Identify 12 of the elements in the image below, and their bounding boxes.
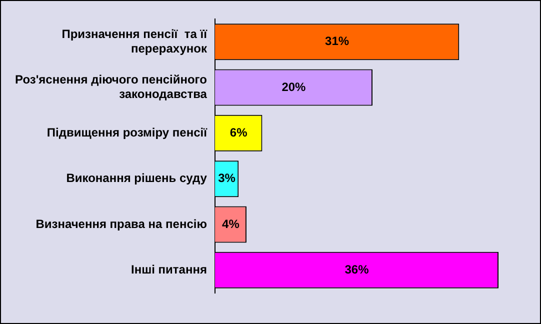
y-tick-label: Роз'яснення діючого пенсійного законодавства (14, 72, 208, 102)
data-label: 20% (282, 80, 306, 94)
y-tick-label: Виконання рішень суду (66, 171, 208, 186)
data-label: 36% (344, 262, 370, 276)
data-label: 3% (218, 171, 236, 186)
y-tick-label: Визначення права на пенсію (36, 216, 207, 231)
data-label: 6% (230, 125, 248, 140)
data-label: 4% (222, 216, 240, 231)
y-tick-label: Призначення пенсії та її перерахунок (62, 26, 208, 56)
data-label: 31% (325, 34, 350, 48)
y-tick-label: Інші питання (131, 262, 207, 276)
y-tick-label: Підвищення розміру пенсії (46, 125, 208, 140)
